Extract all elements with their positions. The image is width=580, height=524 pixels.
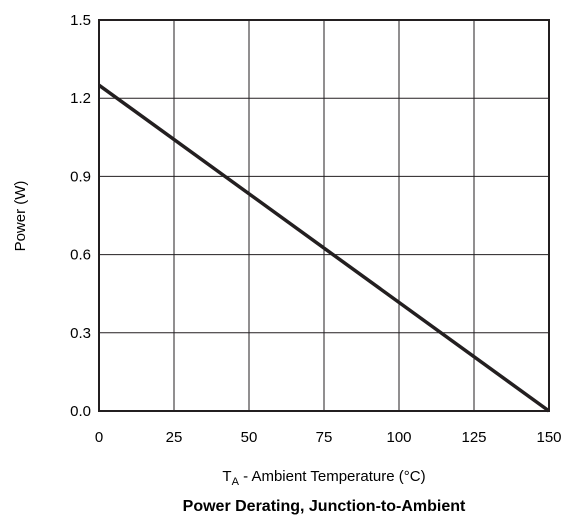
series — [97, 83, 551, 413]
x-tick-label: 0 — [95, 429, 103, 446]
x-tick-label: 125 — [461, 429, 486, 446]
series-line — [97, 83, 551, 413]
x-tick-label: 50 — [241, 429, 258, 446]
x-tick-label: 150 — [536, 429, 561, 446]
x-axis-label-subscript: A — [232, 476, 240, 488]
y-tick-label: 1.2 — [70, 90, 91, 107]
x-axis-label: TA - Ambient Temperature (°C) — [222, 468, 425, 488]
y-axis-label: Power (W) — [12, 181, 29, 252]
y-tick-label: 0.6 — [70, 247, 91, 264]
y-tick-labels: 0.0 0.3 0.6 0.9 1.2 1.5 — [70, 12, 91, 420]
x-tick-label: 100 — [386, 429, 411, 446]
x-tick-label: 75 — [316, 429, 333, 446]
plot-frame — [98, 19, 550, 412]
x-axis-label-text: - Ambient Temperature (°C) — [239, 468, 426, 485]
y-tick-label: 0.0 — [70, 403, 91, 420]
grid — [99, 20, 549, 411]
y-tick-label: 1.5 — [70, 12, 91, 29]
y-tick-label: 0.3 — [70, 325, 91, 342]
x-tick-labels: 0 25 50 75 100 125 150 — [95, 429, 562, 446]
x-axis-label-symbol: T — [222, 468, 231, 485]
y-tick-label: 0.9 — [70, 168, 91, 185]
x-tick-label: 25 — [166, 429, 183, 446]
chart-title: Power Derating, Junction-to-Ambient — [183, 498, 466, 515]
plot-border — [98, 19, 550, 412]
